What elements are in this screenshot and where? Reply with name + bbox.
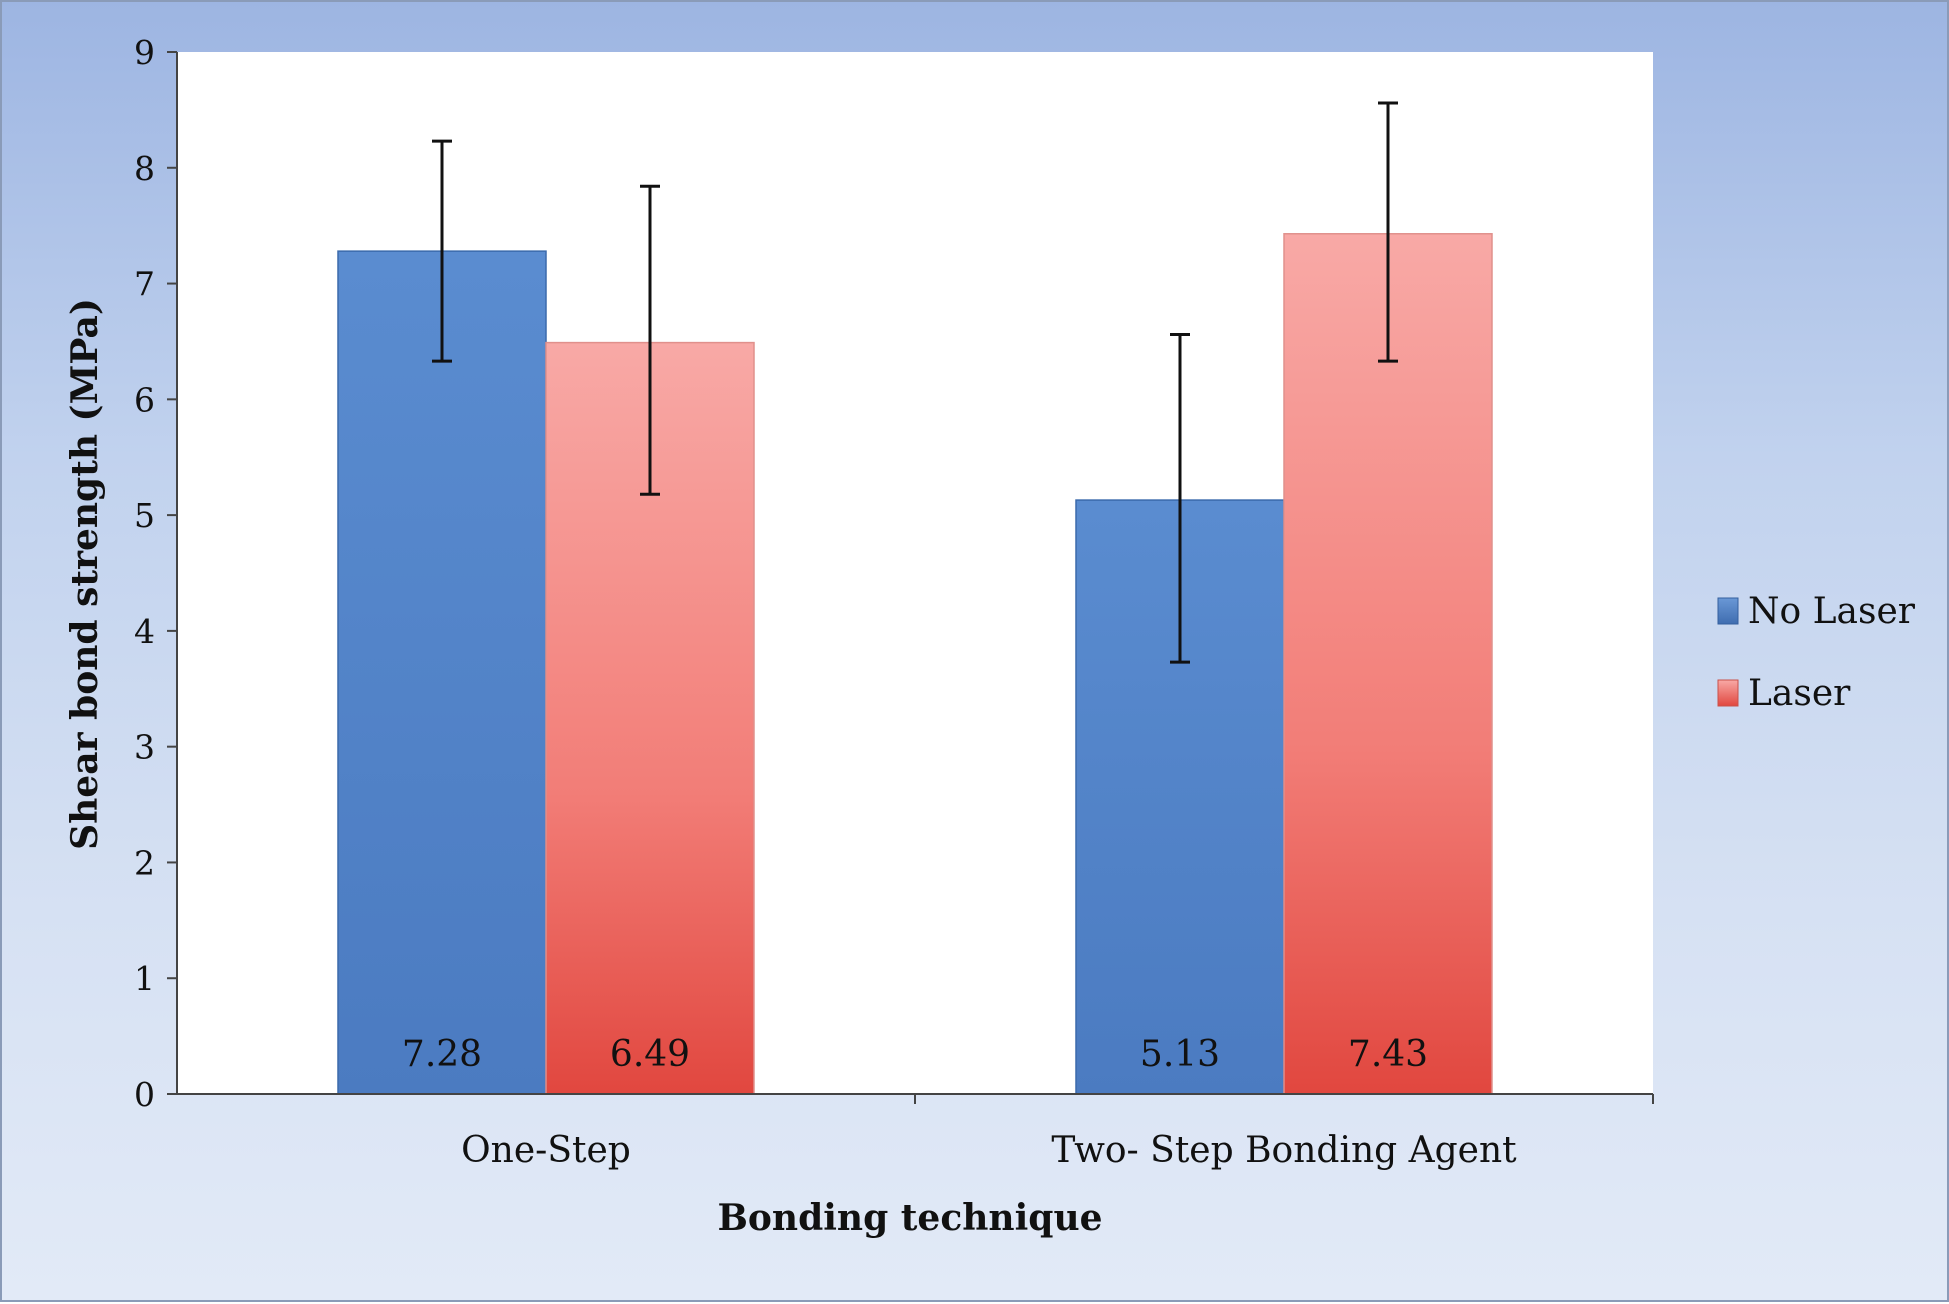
legend-swatch-laser: [1718, 680, 1738, 706]
legend-label: No Laser: [1748, 591, 1916, 632]
y-tick-label: 9: [134, 33, 155, 72]
y-tick-label: 5: [134, 496, 155, 535]
y-axis-title: Shear bond strength (MPa): [64, 298, 106, 850]
data-label: 6.49: [610, 1034, 690, 1075]
y-tick-label: 4: [134, 612, 155, 651]
x-category-label: One-Step: [461, 1130, 631, 1171]
y-tick-label: 8: [134, 149, 155, 188]
y-tick-label: 3: [134, 728, 155, 767]
data-label: 7.28: [402, 1034, 482, 1075]
y-ticks-layer: 0 1 2 3 4 5 6 7 8 9: [134, 33, 177, 1114]
legend-label: Laser: [1748, 673, 1851, 714]
data-label: 7.43: [1348, 1034, 1428, 1075]
legend: No Laser Laser: [1718, 591, 1916, 714]
y-tick-label: 1: [134, 959, 155, 998]
x-categories-layer: One-Step Two- Step Bonding Agent: [461, 1094, 1653, 1171]
bar-laser: [1284, 234, 1492, 1094]
y-tick-label: 6: [134, 380, 155, 419]
bar-no-laser: [338, 251, 546, 1094]
x-category-label: Two- Step Bonding Agent: [1051, 1130, 1517, 1171]
legend-swatch-no-laser: [1718, 598, 1738, 624]
y-tick-label: 7: [134, 265, 155, 304]
data-label: 5.13: [1140, 1034, 1220, 1075]
y-tick-label: 2: [134, 843, 155, 882]
x-axis-title: Bonding technique: [717, 1197, 1102, 1239]
y-tick-label: 0: [134, 1075, 155, 1114]
